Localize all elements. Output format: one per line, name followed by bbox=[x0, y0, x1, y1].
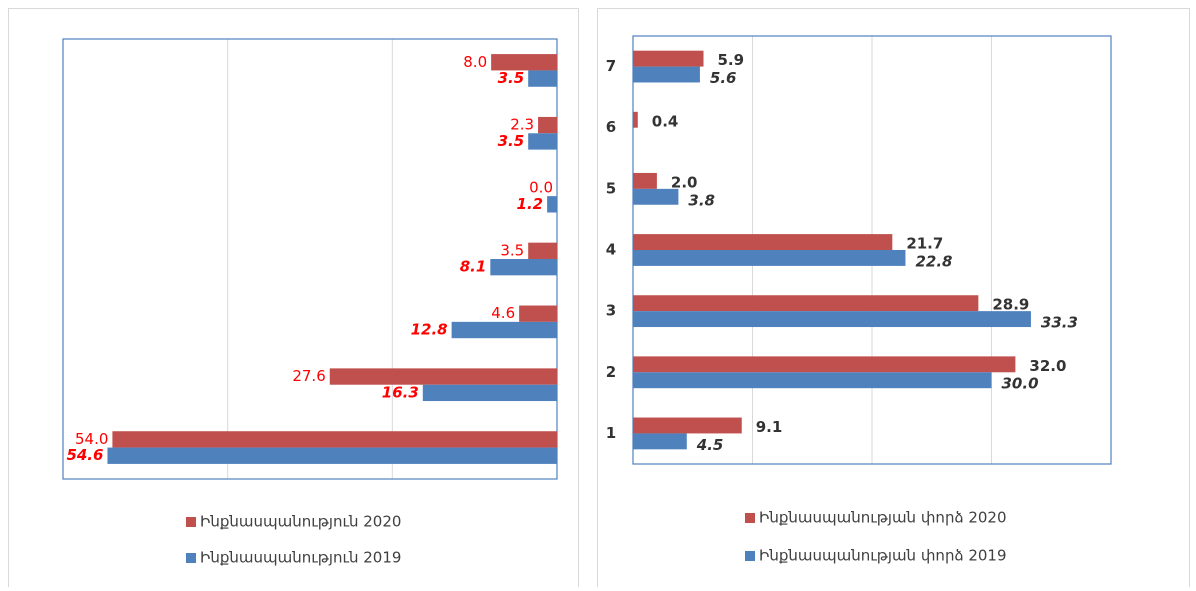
bar bbox=[633, 295, 979, 312]
bar bbox=[451, 321, 557, 339]
value-label: 3.8 bbox=[688, 191, 715, 209]
panel-left bbox=[8, 8, 579, 591]
value-label: 32.0 bbox=[1029, 357, 1066, 375]
bar bbox=[633, 172, 657, 189]
value-label: 27.6 bbox=[292, 367, 325, 385]
bar bbox=[107, 447, 558, 464]
bar bbox=[633, 356, 1016, 373]
bar bbox=[528, 70, 557, 87]
value-label: 5.9 bbox=[718, 51, 745, 69]
bar bbox=[633, 50, 704, 67]
y-tick-label: 7 bbox=[606, 57, 616, 75]
y-tick-label: 6 bbox=[606, 118, 616, 136]
y-tick-label: 5 bbox=[606, 179, 616, 197]
legend-label: Ինքնասպանություն 2019 bbox=[200, 549, 401, 567]
value-label: 30.0 bbox=[1002, 375, 1039, 393]
bar bbox=[519, 305, 557, 322]
bar bbox=[528, 242, 557, 259]
value-label: 0.0 bbox=[529, 178, 553, 196]
bar bbox=[422, 384, 557, 402]
value-label: 54.6 bbox=[66, 446, 103, 464]
value-label: 22.8 bbox=[915, 252, 952, 270]
value-label: 16.3 bbox=[382, 383, 419, 401]
value-label: 5.6 bbox=[710, 69, 737, 87]
value-label: 12.8 bbox=[411, 321, 448, 339]
value-label: 2.3 bbox=[510, 116, 534, 134]
panel-right bbox=[597, 8, 1190, 591]
value-label: 2.0 bbox=[671, 173, 698, 191]
bar bbox=[491, 54, 557, 71]
bar bbox=[633, 188, 679, 205]
value-label: 33.3 bbox=[1041, 314, 1078, 332]
y-tick-label: 3 bbox=[606, 302, 616, 320]
value-label: 28.9 bbox=[992, 296, 1029, 314]
value-label: 9.1 bbox=[756, 418, 783, 436]
value-label: 8.1 bbox=[460, 258, 487, 276]
legend-swatch bbox=[745, 551, 755, 561]
y-tick-label: 1 bbox=[606, 424, 616, 442]
value-label: 54.0 bbox=[75, 430, 108, 448]
bar bbox=[633, 417, 742, 434]
bar bbox=[329, 368, 557, 385]
legend-label: Ինքնասպանություն 2020 bbox=[200, 513, 401, 531]
value-label: 21.7 bbox=[906, 235, 943, 253]
bar bbox=[633, 311, 1031, 328]
value-label: 3.5 bbox=[498, 69, 525, 87]
bar bbox=[633, 372, 992, 389]
value-label: 3.5 bbox=[500, 241, 524, 259]
legend-label: Ինքնասպանության փորձ 2019 bbox=[759, 547, 1007, 565]
bar bbox=[633, 234, 893, 250]
y-tick-label: 4 bbox=[606, 241, 616, 259]
bar bbox=[538, 116, 557, 134]
legend-swatch bbox=[186, 517, 196, 527]
value-label: 3.5 bbox=[498, 132, 525, 150]
value-label: 4.5 bbox=[696, 436, 724, 454]
bar bbox=[490, 259, 557, 276]
bar bbox=[547, 196, 557, 213]
value-label: 8.0 bbox=[463, 53, 487, 71]
legend-swatch bbox=[186, 553, 196, 563]
value-label: 0.4 bbox=[652, 112, 679, 130]
legend-label: Ինքնասպանության փորձ 2020 bbox=[759, 509, 1007, 527]
bar bbox=[633, 66, 700, 83]
value-label: 1.2 bbox=[517, 195, 544, 213]
legend-swatch bbox=[745, 513, 755, 523]
bar bbox=[633, 250, 906, 266]
bar bbox=[112, 431, 558, 448]
bar bbox=[528, 133, 557, 150]
bar bbox=[633, 111, 638, 128]
y-tick-label: 2 bbox=[606, 363, 616, 381]
value-label: 4.6 bbox=[491, 304, 515, 322]
bar bbox=[633, 433, 687, 450]
